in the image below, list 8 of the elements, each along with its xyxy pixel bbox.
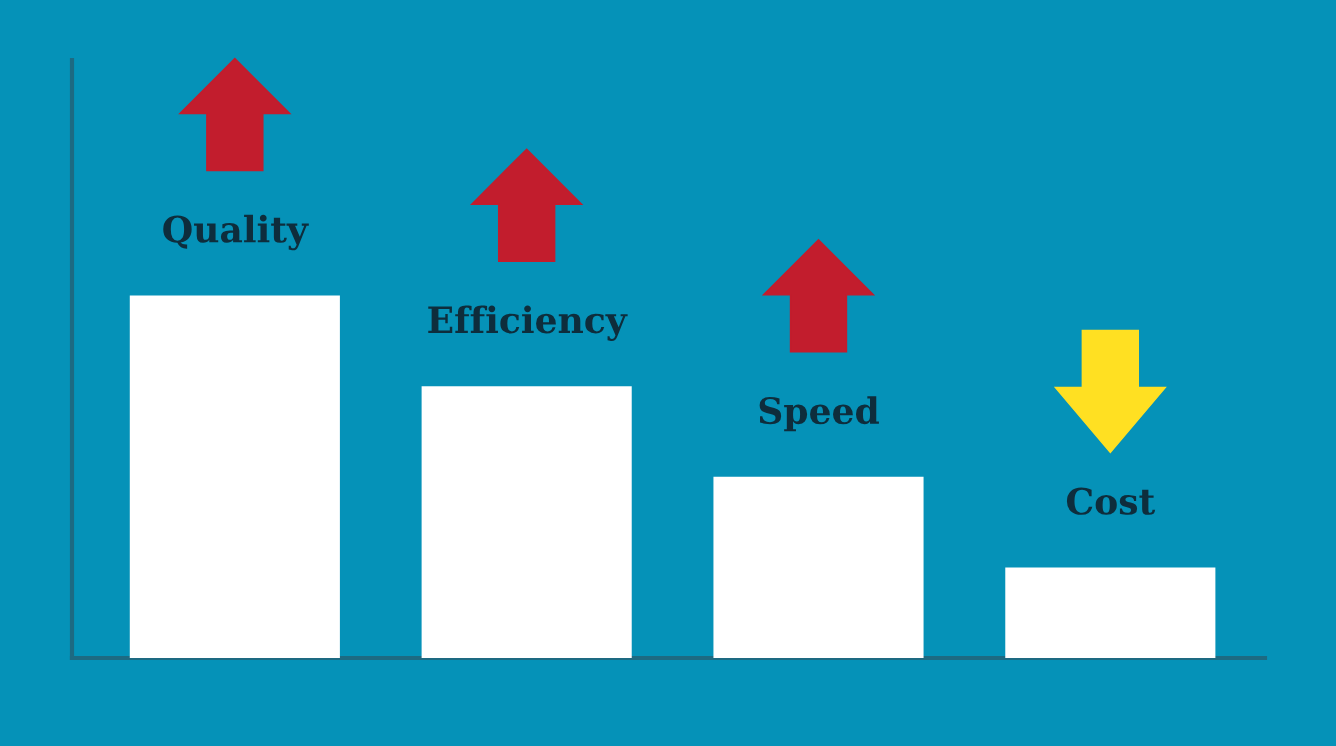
bar — [421, 386, 632, 658]
bar — [713, 476, 924, 658]
bar — [1005, 567, 1216, 658]
x-tick-label: Quality — [163, 214, 309, 251]
bar — [129, 295, 340, 658]
x-tick-label: Speed — [759, 396, 879, 432]
x-tick-label: Efficiency — [428, 305, 628, 341]
x-tick-label: Cost — [1066, 487, 1156, 515]
